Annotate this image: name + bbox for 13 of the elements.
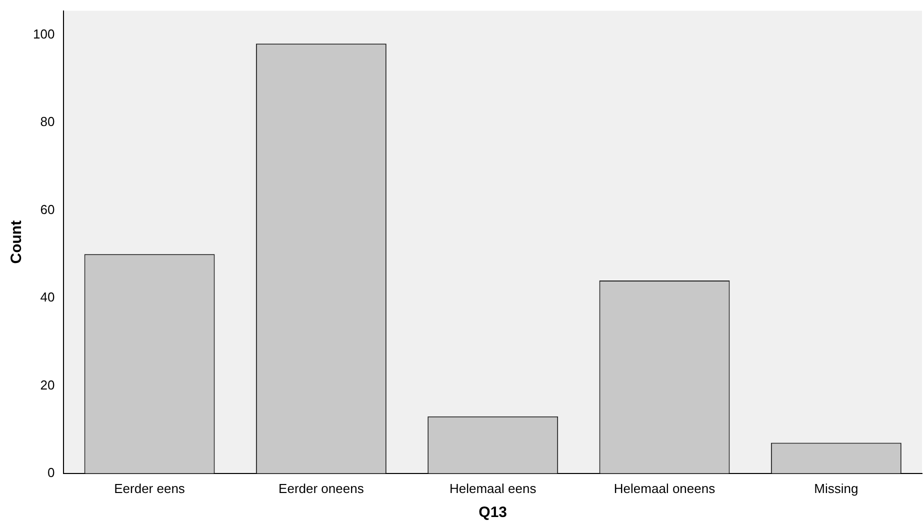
y-tick-label: 100 bbox=[32, 26, 55, 42]
y-tick-label: 20 bbox=[40, 377, 55, 392]
x-tick-label: Eerder eens bbox=[114, 480, 186, 496]
x-axis-title: Q13 bbox=[478, 504, 508, 522]
y-tick-label: 40 bbox=[40, 290, 55, 305]
x-tick-label: Helemaal eens bbox=[449, 480, 537, 496]
y-tick-label: 60 bbox=[40, 202, 55, 217]
y-tick-label: 80 bbox=[40, 114, 55, 130]
x-tick-label: Eerder oneens bbox=[278, 480, 364, 496]
x-tick-label: Missing bbox=[814, 480, 858, 496]
y-axis-title: Count bbox=[8, 220, 26, 264]
x-tick-label: Helemaal oneens bbox=[614, 480, 716, 496]
y-tick-label: 0 bbox=[47, 464, 55, 480]
